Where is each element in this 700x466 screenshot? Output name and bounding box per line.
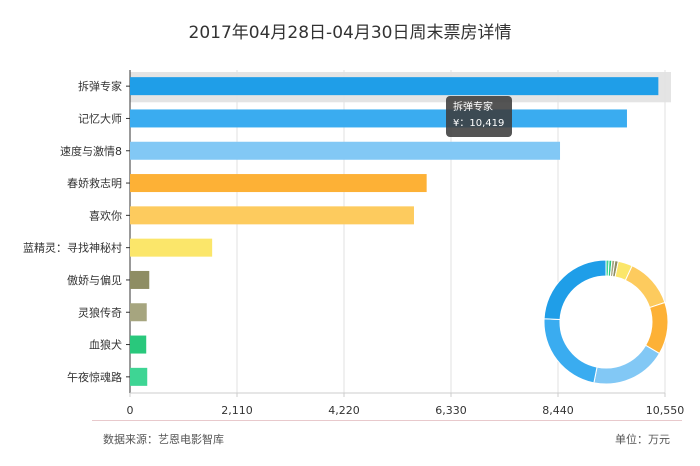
category-label: 拆弹专家: [78, 79, 122, 93]
chart-title: 2017年04月28日-04月30日周末票房详情: [188, 23, 512, 43]
x-tick-label: 10,550: [646, 404, 685, 417]
tooltip-name: 拆弹专家: [453, 102, 493, 113]
x-tick-label: 2,110: [221, 404, 253, 417]
donut-slice: [624, 265, 666, 309]
tooltip-value: ¥：10,419: [453, 118, 505, 129]
category-label: 速度与激情8: [60, 144, 122, 158]
category-label: 记忆大师: [78, 111, 122, 125]
category-label: 蓝精灵：寻找神秘村: [23, 241, 122, 255]
bar: [130, 335, 147, 354]
bar: [130, 206, 414, 225]
category-label: 春娇救志明: [67, 176, 122, 190]
x-tick-label: 8,440: [542, 404, 574, 417]
category-label: 血狼犬: [89, 338, 122, 352]
category-label: 傲娇与偏见: [67, 273, 122, 287]
donut-slice: [543, 259, 607, 321]
bar: [130, 367, 148, 386]
footer-divider: [92, 420, 682, 421]
bar: [130, 141, 561, 160]
unit-label: 单位：万元: [615, 433, 670, 446]
category-label: 喜欢你: [89, 208, 122, 222]
bar: [130, 270, 150, 289]
bar: [130, 109, 627, 128]
donut-slice: [593, 344, 661, 385]
bar: [130, 303, 147, 322]
bar: [130, 238, 213, 257]
x-tick-label: 0: [127, 404, 134, 417]
x-tick-label: 6,330: [435, 404, 467, 417]
category-label: 灵狼传奇: [78, 305, 122, 319]
category-label: 午夜惊魂路: [67, 370, 122, 384]
donut-slice: [543, 318, 598, 384]
bar: [130, 77, 659, 96]
chart-tooltip: 拆弹专家 ¥：10,419: [446, 96, 513, 137]
data-source: 数据来源：艺恩电影智库: [103, 433, 224, 446]
bar: [130, 174, 427, 193]
x-tick-label: 4,220: [328, 404, 360, 417]
